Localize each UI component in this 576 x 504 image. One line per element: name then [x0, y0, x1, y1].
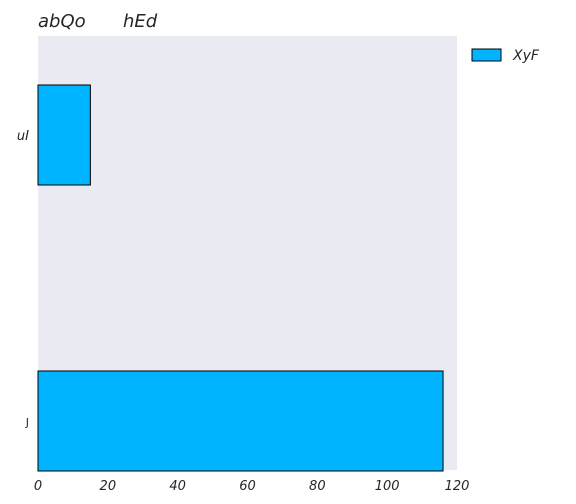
x-tick-label: 100 [375, 479, 400, 494]
bar-j [37, 370, 444, 472]
y-tick-label: uI [17, 129, 29, 144]
x-tick-label: 80 [309, 479, 326, 494]
x-tick-label: 120 [445, 479, 470, 494]
x-tick-label: 40 [169, 479, 186, 494]
x-tick-label: 0 [34, 479, 42, 494]
y-tick-label: J [25, 416, 29, 429]
y-tick-labels: uI J [17, 129, 29, 429]
legend-swatch-xyf [471, 48, 502, 62]
x-tick-labels: 0 20 40 60 80 100 120 [34, 479, 470, 494]
bars-layer [37, 84, 444, 472]
legend: XyF [471, 48, 540, 64]
bar-ui [37, 84, 91, 186]
x-tick-label: 20 [100, 479, 117, 494]
chart-title-left: abQo [38, 11, 86, 32]
legend-label-xyf: XyF [512, 48, 540, 64]
x-tick-label: 60 [239, 479, 256, 494]
chart-title-right: hEd [123, 11, 158, 32]
